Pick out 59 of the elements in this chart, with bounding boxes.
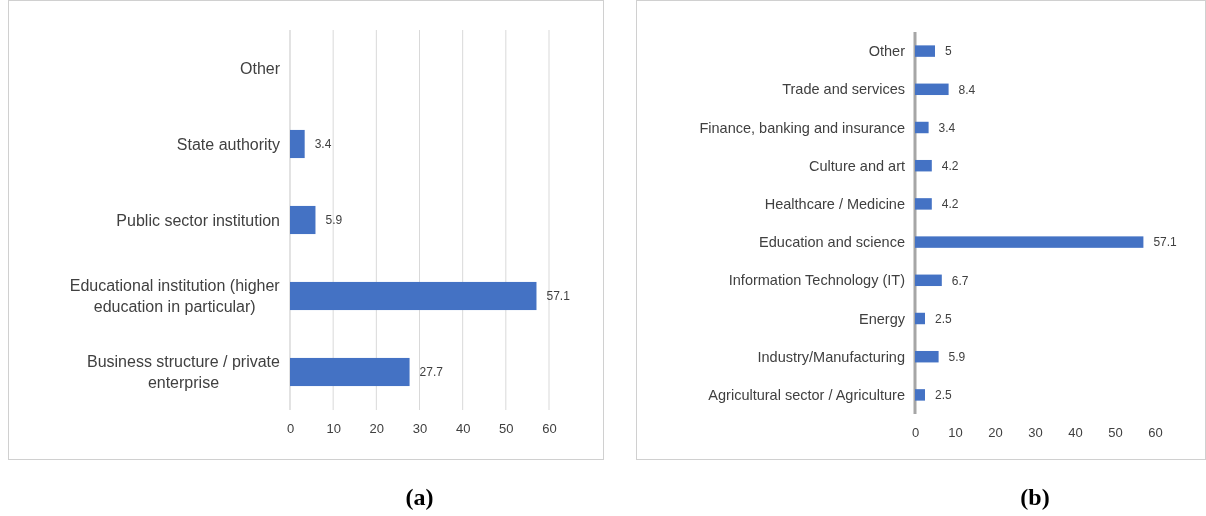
bar bbox=[915, 274, 942, 287]
y-tick-label: Other bbox=[239, 59, 281, 77]
x-tick-label: 20 bbox=[369, 421, 385, 437]
bar bbox=[290, 357, 410, 387]
x-tick-label: 10 bbox=[326, 421, 341, 437]
bar bbox=[915, 350, 939, 363]
bar bbox=[915, 389, 925, 401]
data-label: 2.5 bbox=[935, 388, 953, 403]
data-label: 5.9 bbox=[948, 349, 966, 364]
y-tick-label: Information Technology (IT) bbox=[728, 272, 905, 289]
x-tick-label: 60 bbox=[1148, 425, 1163, 441]
bar bbox=[915, 236, 1144, 248]
data-label: 3.4 bbox=[938, 120, 956, 135]
bar bbox=[915, 198, 932, 210]
y-tick-label: Trade and services bbox=[782, 81, 905, 98]
bar bbox=[290, 281, 537, 311]
x-tick-label: 10 bbox=[948, 425, 963, 441]
y-tick-label: Industry/Manufacturing bbox=[757, 348, 905, 365]
y-tick-label: Healthcare / Medicine bbox=[764, 195, 905, 212]
bar bbox=[915, 312, 925, 325]
y-tick-label: Educational institution (higher education in particular) bbox=[69, 277, 281, 315]
data-label: 5.9 bbox=[325, 213, 343, 228]
bar bbox=[290, 205, 316, 235]
x-tick-label: 30 bbox=[412, 421, 428, 437]
y-tick-label: Public sector institution bbox=[116, 211, 280, 229]
bar bbox=[290, 129, 305, 159]
x-tick-label: 40 bbox=[455, 421, 471, 437]
data-label: 27.7 bbox=[419, 365, 444, 380]
bar bbox=[915, 83, 949, 96]
y-tick-label: Education and science bbox=[759, 234, 905, 251]
x-tick-label: 50 bbox=[1108, 425, 1123, 441]
data-label: 2.5 bbox=[935, 311, 953, 326]
data-label: 57.1 bbox=[1153, 235, 1178, 250]
x-tick-label: 0 bbox=[286, 421, 295, 437]
x-tick-label: 30 bbox=[1028, 425, 1043, 441]
x-tick-label: 60 bbox=[542, 421, 557, 437]
data-label: 6.7 bbox=[951, 273, 969, 288]
bar bbox=[915, 121, 929, 134]
x-tick-label: 20 bbox=[988, 425, 1003, 441]
data-label: 57.1 bbox=[546, 289, 571, 304]
y-tick-label: Other bbox=[868, 43, 906, 60]
data-label: 4.2 bbox=[941, 197, 959, 212]
x-tick-label: 0 bbox=[911, 425, 920, 441]
y-tick-label: Finance, banking and insurance bbox=[699, 119, 905, 136]
data-label: 3.4 bbox=[314, 137, 332, 152]
data-label: 5 bbox=[945, 44, 952, 59]
bar bbox=[915, 159, 932, 172]
y-tick-label: Energy bbox=[859, 310, 906, 327]
data-label: 8.4 bbox=[958, 82, 976, 97]
data-label: 4.2 bbox=[941, 158, 959, 173]
y-tick-label: Business structure / private enterprise bbox=[86, 353, 281, 391]
x-tick-label: 40 bbox=[1068, 425, 1083, 441]
text: (a) bbox=[405, 484, 434, 510]
text: (b) bbox=[1020, 484, 1050, 510]
x-tick-label: 50 bbox=[499, 421, 514, 437]
bar bbox=[915, 45, 935, 57]
y-tick-label: Agricultural sector / Agriculture bbox=[708, 386, 905, 403]
y-tick-label: State authority bbox=[176, 135, 280, 153]
y-tick-label: Culture and art bbox=[809, 157, 905, 174]
